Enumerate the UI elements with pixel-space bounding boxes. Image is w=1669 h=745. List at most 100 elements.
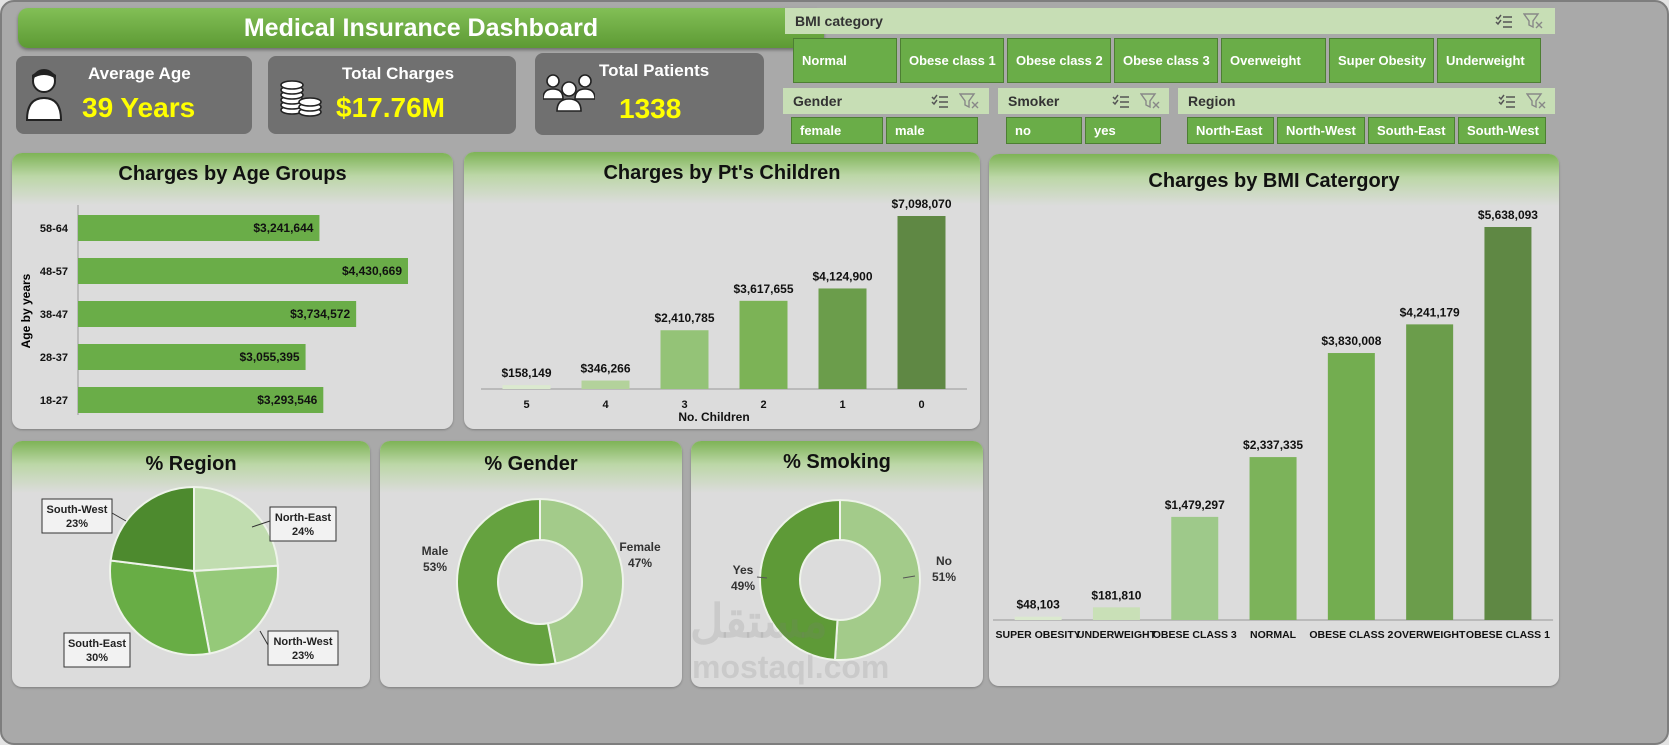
bar (1014, 616, 1062, 620)
chart-title: % Region (145, 453, 237, 475)
tick-label: SUPER OBESITY (996, 629, 1081, 641)
bar (502, 385, 551, 389)
leader-line (251, 520, 271, 528)
bar (1171, 516, 1219, 620)
data-label: $181,810 (1091, 588, 1141, 602)
slice-percent: 51% (932, 570, 956, 584)
panel-children: Charges by Pt's Children $158,149 5 $346,2… (464, 152, 980, 429)
tick-label: 48-57 (40, 266, 68, 278)
kpi-label: Total Charges (342, 64, 455, 83)
tick-label: OVERWEIGHT (1394, 629, 1466, 641)
panel-smoking: % Smoking No 51% Yes 49% (691, 441, 983, 687)
slicer-title: Smoker (1008, 93, 1060, 109)
data-label: $3,055,395 (240, 350, 300, 364)
slicer-smoker-item[interactable]: no (1006, 117, 1082, 144)
chart-title: % Gender (484, 453, 578, 475)
multi-select-icon[interactable] (1112, 94, 1130, 108)
multi-select-icon[interactable] (1495, 14, 1513, 28)
slicer-region-item[interactable]: North-West (1277, 117, 1365, 144)
data-label: $4,124,900 (812, 269, 872, 283)
leader-line (259, 630, 269, 646)
slicer-region-item[interactable]: South-East (1368, 117, 1455, 144)
pie-slice (193, 485, 279, 573)
tick-label: 0 (918, 399, 924, 411)
clear-filter-icon[interactable] (959, 93, 979, 109)
pie-slice (759, 498, 841, 661)
gender-donut-chart: Female 47% Male 53% (422, 497, 661, 666)
data-label: $1,479,297 (1165, 498, 1225, 512)
tick-label: 5 (523, 399, 529, 411)
pie-slice (109, 559, 211, 656)
leader-line (111, 512, 127, 522)
slice-percent: 53% (423, 560, 447, 574)
pie-slice (456, 497, 557, 666)
slicer-bmi-item[interactable]: Obese class 1 (900, 38, 1004, 83)
clear-filter-icon[interactable] (1526, 93, 1546, 109)
slicer-bmi-item[interactable]: Normal (793, 38, 897, 83)
slicer-bmi-item[interactable]: Overweight (1221, 38, 1326, 83)
bar (1327, 353, 1375, 620)
watermark-url: mostaql.com (692, 649, 890, 685)
coins-icon (280, 80, 322, 117)
data-label: $4,241,179 (1400, 305, 1460, 319)
slice-name: North-West (273, 636, 332, 648)
age-groups-bar-chart: Age by years $3,241,644 58-64 $4,430,669 48-… (19, 205, 408, 415)
kpi-total-patients: Total Patients 1338 (535, 53, 764, 135)
tick-label: NORMAL (1250, 629, 1297, 641)
slice-name: Male (422, 544, 449, 558)
kpi-value: $17.76M (336, 92, 445, 123)
bar (1092, 607, 1140, 620)
slicer-gender-item[interactable]: female (791, 117, 883, 144)
tick-label: 18-27 (40, 395, 68, 407)
kpi-total-charges: Total Charges $17.76M (268, 56, 516, 134)
slicer-bmi-item[interactable]: Obese class 2 (1007, 38, 1111, 83)
chart-title: Charges by Pt's Children (603, 162, 841, 184)
data-label: $2,410,785 (654, 311, 714, 325)
slicer-bmi-item[interactable]: Obese class 3 (1114, 38, 1218, 83)
children-bar-chart: $158,149 5 $346,266 4 $2,410,785 3 $3,617,655 2… (481, 197, 967, 424)
tick-label: 38-47 (40, 309, 68, 321)
bar (78, 258, 408, 284)
slicer-smoker-header: Smoker (998, 88, 1169, 114)
panel-bmi: Charges by BMI Catergory $48,103 SUPER OB… (989, 154, 1559, 686)
bar (739, 300, 788, 389)
slice-percent: 23% (66, 518, 88, 530)
tick-label: 28-37 (40, 352, 68, 364)
tick-label: 58-64 (40, 223, 69, 235)
slice-name: Yes (733, 563, 754, 577)
clear-filter-icon[interactable] (1523, 13, 1543, 29)
slicer-region-item[interactable]: South-West (1458, 117, 1546, 144)
bar (660, 330, 709, 389)
multi-select-icon[interactable] (931, 94, 949, 108)
leader-line (756, 576, 768, 579)
slicer-bmi-item[interactable]: Underweight (1437, 38, 1541, 83)
chart-title: Charges by Age Groups (118, 163, 347, 185)
slice-percent: 49% (731, 579, 755, 593)
data-label: $346,266 (580, 362, 630, 376)
slice-name: No (936, 554, 952, 568)
slicer-title: Gender (793, 93, 843, 109)
multi-select-icon[interactable] (1498, 94, 1516, 108)
dashboard-title: Medical Insurance Dashboard (18, 8, 824, 48)
data-label-box (267, 630, 339, 666)
data-label: $3,734,572 (290, 307, 350, 321)
pie-slice (833, 498, 921, 661)
kpi-average-age: Average Age 39 Years (16, 56, 252, 134)
slicer-title: BMI category (795, 13, 883, 29)
leader-line (902, 575, 916, 579)
slice-percent: 23% (292, 650, 314, 662)
data-label: $2,337,335 (1243, 438, 1303, 452)
clear-filter-icon[interactable] (1140, 93, 1160, 109)
bar (897, 216, 946, 389)
slicer-smoker-item[interactable]: yes (1085, 117, 1161, 144)
pie-slice (192, 564, 279, 655)
slicer-bmi-item[interactable]: Super Obesity (1329, 38, 1434, 83)
watermark-arabic: مستقل (690, 595, 828, 647)
slicer-region-item[interactable]: North-East (1187, 117, 1274, 144)
slicer-bmi-header: BMI category (785, 8, 1555, 34)
smoking-donut-chart: No 51% Yes 49% (731, 498, 956, 661)
data-label-box (63, 632, 131, 668)
slicer-gender-item[interactable]: male (886, 117, 978, 144)
slice-name: South-East (68, 638, 126, 650)
